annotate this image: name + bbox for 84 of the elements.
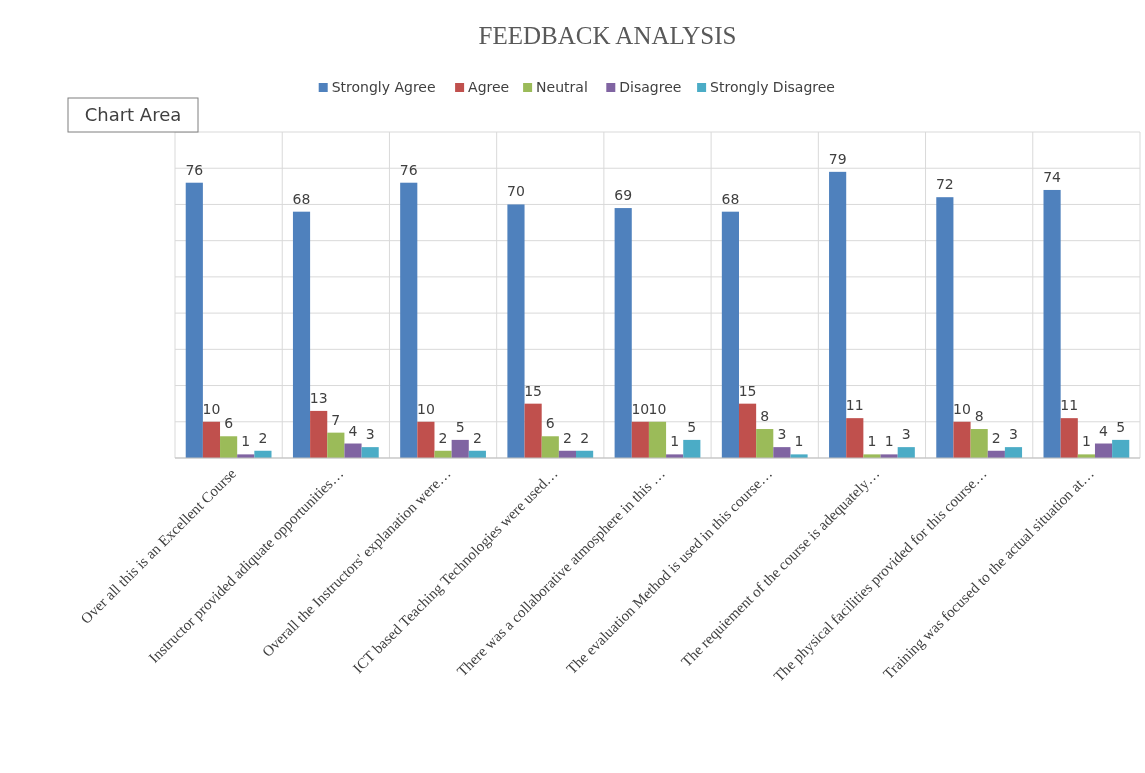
data-label: 1 bbox=[1081, 433, 1091, 450]
bar bbox=[541, 436, 559, 458]
bar bbox=[648, 421, 667, 458]
legend-label: Strongly Agree bbox=[331, 79, 436, 95]
bar bbox=[1043, 189, 1061, 458]
bar bbox=[773, 447, 791, 458]
bar bbox=[846, 418, 864, 458]
data-label: 69 bbox=[614, 187, 633, 204]
bar bbox=[631, 421, 649, 458]
bar bbox=[524, 403, 542, 458]
data-label: 13 bbox=[309, 389, 328, 406]
legend-label: Agree bbox=[468, 79, 510, 95]
data-label: 2 bbox=[580, 429, 590, 446]
data-label: 79 bbox=[828, 150, 847, 167]
bar bbox=[738, 403, 757, 458]
chart-title: FEEDBACK ANALYSIS bbox=[478, 22, 737, 49]
data-label: 7 bbox=[331, 411, 341, 428]
data-label: 3 bbox=[901, 426, 911, 443]
data-label: 1 bbox=[670, 433, 680, 450]
data-label: 6 bbox=[545, 415, 555, 432]
bar bbox=[310, 410, 328, 458]
legend-label: Disagree bbox=[619, 79, 682, 95]
data-label: 8 bbox=[974, 408, 984, 425]
bar bbox=[614, 208, 632, 458]
text: Chart Area bbox=[84, 104, 182, 125]
data-label: 4 bbox=[1099, 422, 1109, 439]
data-label: 1 bbox=[867, 433, 877, 450]
bar bbox=[292, 211, 311, 458]
bar bbox=[507, 204, 525, 458]
data-label: 3 bbox=[1009, 426, 1018, 443]
bar bbox=[683, 439, 701, 458]
data-label: 10 bbox=[416, 400, 435, 417]
bar bbox=[756, 429, 774, 458]
bar bbox=[1004, 447, 1023, 458]
data-label: 11 bbox=[1060, 397, 1079, 414]
data-label: 76 bbox=[399, 161, 418, 178]
data-label: 5 bbox=[455, 418, 465, 435]
bar bbox=[400, 182, 418, 458]
data-label: 2 bbox=[438, 429, 448, 446]
data-label: 2 bbox=[472, 429, 482, 446]
data-label: 10 bbox=[648, 400, 667, 417]
bar bbox=[417, 421, 435, 458]
bar bbox=[970, 429, 988, 458]
bar bbox=[185, 182, 203, 458]
data-label: 68 bbox=[292, 190, 311, 207]
data-label: 76 bbox=[185, 161, 204, 178]
data-label: 2 bbox=[991, 429, 1001, 446]
data-label: 5 bbox=[1116, 418, 1126, 435]
data-label: 6 bbox=[224, 415, 234, 432]
bar bbox=[451, 439, 469, 458]
bar bbox=[1060, 418, 1078, 458]
bar bbox=[344, 443, 362, 458]
data-label: 4 bbox=[348, 422, 358, 439]
bar bbox=[936, 197, 954, 458]
data-label: 15 bbox=[738, 382, 757, 399]
bar bbox=[897, 447, 915, 458]
bar bbox=[1112, 439, 1130, 458]
data-label: 15 bbox=[524, 382, 543, 399]
legend-label: Neutral bbox=[536, 79, 588, 95]
bar bbox=[829, 171, 847, 458]
legend-label: Strongly Disagree bbox=[710, 79, 835, 95]
data-label: 1 bbox=[241, 433, 251, 450]
data-label: 10 bbox=[953, 400, 971, 417]
data-label: 74 bbox=[1043, 168, 1062, 185]
data-label: 68 bbox=[721, 190, 740, 207]
data-label: 2 bbox=[258, 429, 268, 446]
data-label: 72 bbox=[935, 176, 954, 193]
bar bbox=[327, 432, 345, 458]
bar bbox=[220, 436, 238, 458]
bar bbox=[721, 211, 739, 458]
data-label: 8 bbox=[760, 408, 770, 425]
bar bbox=[953, 421, 971, 458]
data-label: 70 bbox=[507, 183, 525, 200]
data-label: 3 bbox=[777, 426, 787, 443]
data-label: 5 bbox=[687, 418, 697, 435]
data-label: 10 bbox=[631, 400, 650, 417]
bar bbox=[361, 447, 379, 458]
bar bbox=[202, 421, 221, 458]
data-label: 11 bbox=[845, 397, 864, 414]
data-label: 2 bbox=[562, 429, 572, 446]
data-label: 3 bbox=[365, 426, 375, 443]
data-label: 1 bbox=[794, 433, 804, 450]
data-label: 10 bbox=[202, 400, 221, 417]
data-label: 1 bbox=[884, 433, 894, 450]
